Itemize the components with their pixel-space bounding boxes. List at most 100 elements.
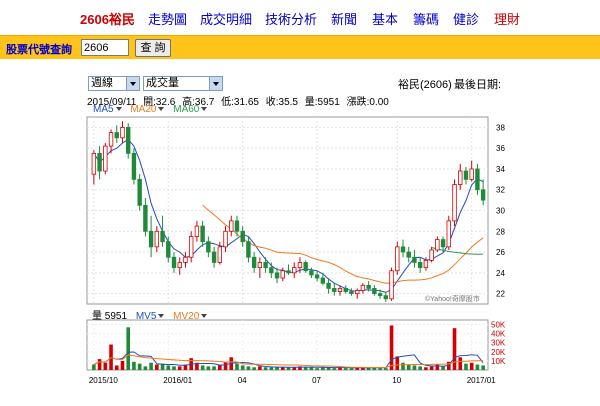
volume-bar xyxy=(97,359,102,370)
candle-body xyxy=(120,126,125,139)
ohlc-volume: 量:5951 xyxy=(304,97,340,108)
volume-bar xyxy=(332,368,337,370)
ma60-line xyxy=(431,247,484,255)
volume-bar xyxy=(155,364,159,370)
volume-bar xyxy=(361,367,365,370)
volume-bar xyxy=(349,368,354,370)
ohlc-date: 2015/09/11 xyxy=(87,97,137,108)
ma20-legend-toggle[interactable]: MA20 xyxy=(130,104,165,115)
candle-body xyxy=(349,291,354,295)
mv20-line xyxy=(93,354,484,369)
candle-body xyxy=(217,246,223,263)
candle-body xyxy=(292,267,297,274)
nav-health-check[interactable]: 健診 xyxy=(453,12,480,27)
candle-body xyxy=(177,262,182,269)
candle-body xyxy=(354,290,360,295)
volume-bar xyxy=(160,363,165,370)
candle-body xyxy=(114,132,119,139)
volume-bar xyxy=(252,367,256,370)
price-tick-label: 28 xyxy=(496,227,505,236)
candle-body xyxy=(395,246,400,272)
candle-body xyxy=(435,239,440,251)
price-tick-label: 22 xyxy=(496,290,505,299)
candle-body xyxy=(366,284,371,289)
volume-bar xyxy=(321,367,325,370)
volume-bar xyxy=(212,366,216,370)
candle-body xyxy=(154,230,160,248)
candle-body xyxy=(171,256,177,269)
volume-legend: 量 5951 MV5 MV20 xyxy=(92,307,213,322)
volume-bar xyxy=(269,367,274,370)
ma5-legend-toggle[interactable]: MA5 xyxy=(93,104,122,115)
volume-bar xyxy=(412,365,417,370)
candle-body xyxy=(320,277,326,284)
volume-bar xyxy=(218,364,222,370)
candle-body xyxy=(257,262,263,269)
candle-body xyxy=(137,178,142,206)
volume-bar xyxy=(200,365,205,370)
nav-news[interactable]: 新聞 xyxy=(331,12,358,27)
candle-body xyxy=(251,256,257,269)
candle-body xyxy=(446,220,451,248)
indicator-select[interactable]: 成交量 xyxy=(143,76,223,91)
period-select[interactable]: 週線 xyxy=(88,76,140,91)
mv5-line xyxy=(93,351,484,369)
candle-body xyxy=(400,246,406,253)
volume-bar xyxy=(114,365,119,370)
ma5-label: MA5 xyxy=(93,104,114,115)
candle-body xyxy=(343,288,348,292)
ma60-legend-toggle[interactable]: MA60 xyxy=(173,104,208,115)
candle-body xyxy=(417,262,423,269)
volume-tick-label: 40K xyxy=(491,330,506,339)
candle-body xyxy=(234,220,240,232)
volume-bar xyxy=(137,363,142,370)
volume-tick-label: 30K xyxy=(491,339,506,348)
candle-body xyxy=(91,152,97,175)
candle-body xyxy=(280,270,285,279)
ohlc-close: 收:35.5 xyxy=(265,97,298,108)
indicator-select-value: 成交量 xyxy=(146,77,179,89)
nav-technical-analysis[interactable]: 技術分析 xyxy=(265,12,318,27)
candle-body xyxy=(126,126,131,154)
price-tick-label: 24 xyxy=(496,269,505,278)
volume-bar xyxy=(384,368,388,370)
query-button[interactable]: 查 詢 xyxy=(135,39,171,57)
nav-fundamentals[interactable]: 基本 xyxy=(372,12,399,27)
time-tick-label: 07 xyxy=(312,376,321,385)
volume-bar xyxy=(441,366,445,370)
triangle-down-icon xyxy=(115,107,122,112)
ohlc-high: 高:36.7 xyxy=(182,97,215,108)
triangle-down-icon xyxy=(201,314,208,319)
candle-body xyxy=(160,230,165,243)
nav-trend-chart[interactable]: 走勢圖 xyxy=(148,12,188,27)
nav-trade-details[interactable]: 成交明細 xyxy=(200,12,253,27)
nav-chips[interactable]: 籌碼 xyxy=(413,12,440,27)
volume-bar xyxy=(366,368,371,370)
candle-body xyxy=(131,152,137,180)
ohlc-readout: 2015/09/11 開:32.6 高:36.7 低:31.65 收:35.5 … xyxy=(87,93,393,108)
candle-body xyxy=(480,189,486,201)
candle-body xyxy=(188,236,194,258)
price-tick-label: 36 xyxy=(496,144,505,153)
candle-body xyxy=(166,241,171,258)
volume-bar xyxy=(475,364,480,370)
time-tick-label: 2015/10 xyxy=(89,376,118,385)
mv5-legend-toggle[interactable]: MV5 xyxy=(136,311,165,322)
nav-stock-home[interactable]: 2606裕民 xyxy=(80,12,135,27)
candle-body xyxy=(223,230,228,248)
nav-finance[interactable]: 理財 xyxy=(494,12,521,27)
stock-code-input[interactable] xyxy=(81,39,129,56)
volume-bar xyxy=(246,366,251,370)
volume-bar xyxy=(395,356,400,370)
volume-bar xyxy=(446,361,451,370)
stock-name-label: 裕民(2606) xyxy=(398,79,452,91)
mv20-legend-toggle[interactable]: MV20 xyxy=(173,311,208,322)
candle-body xyxy=(372,288,377,295)
volume-bar xyxy=(343,368,348,370)
candle-body xyxy=(229,220,234,232)
candle-body xyxy=(383,295,389,300)
candle-body xyxy=(148,230,154,248)
volume-bar xyxy=(303,367,308,370)
volume-bar xyxy=(206,366,211,370)
